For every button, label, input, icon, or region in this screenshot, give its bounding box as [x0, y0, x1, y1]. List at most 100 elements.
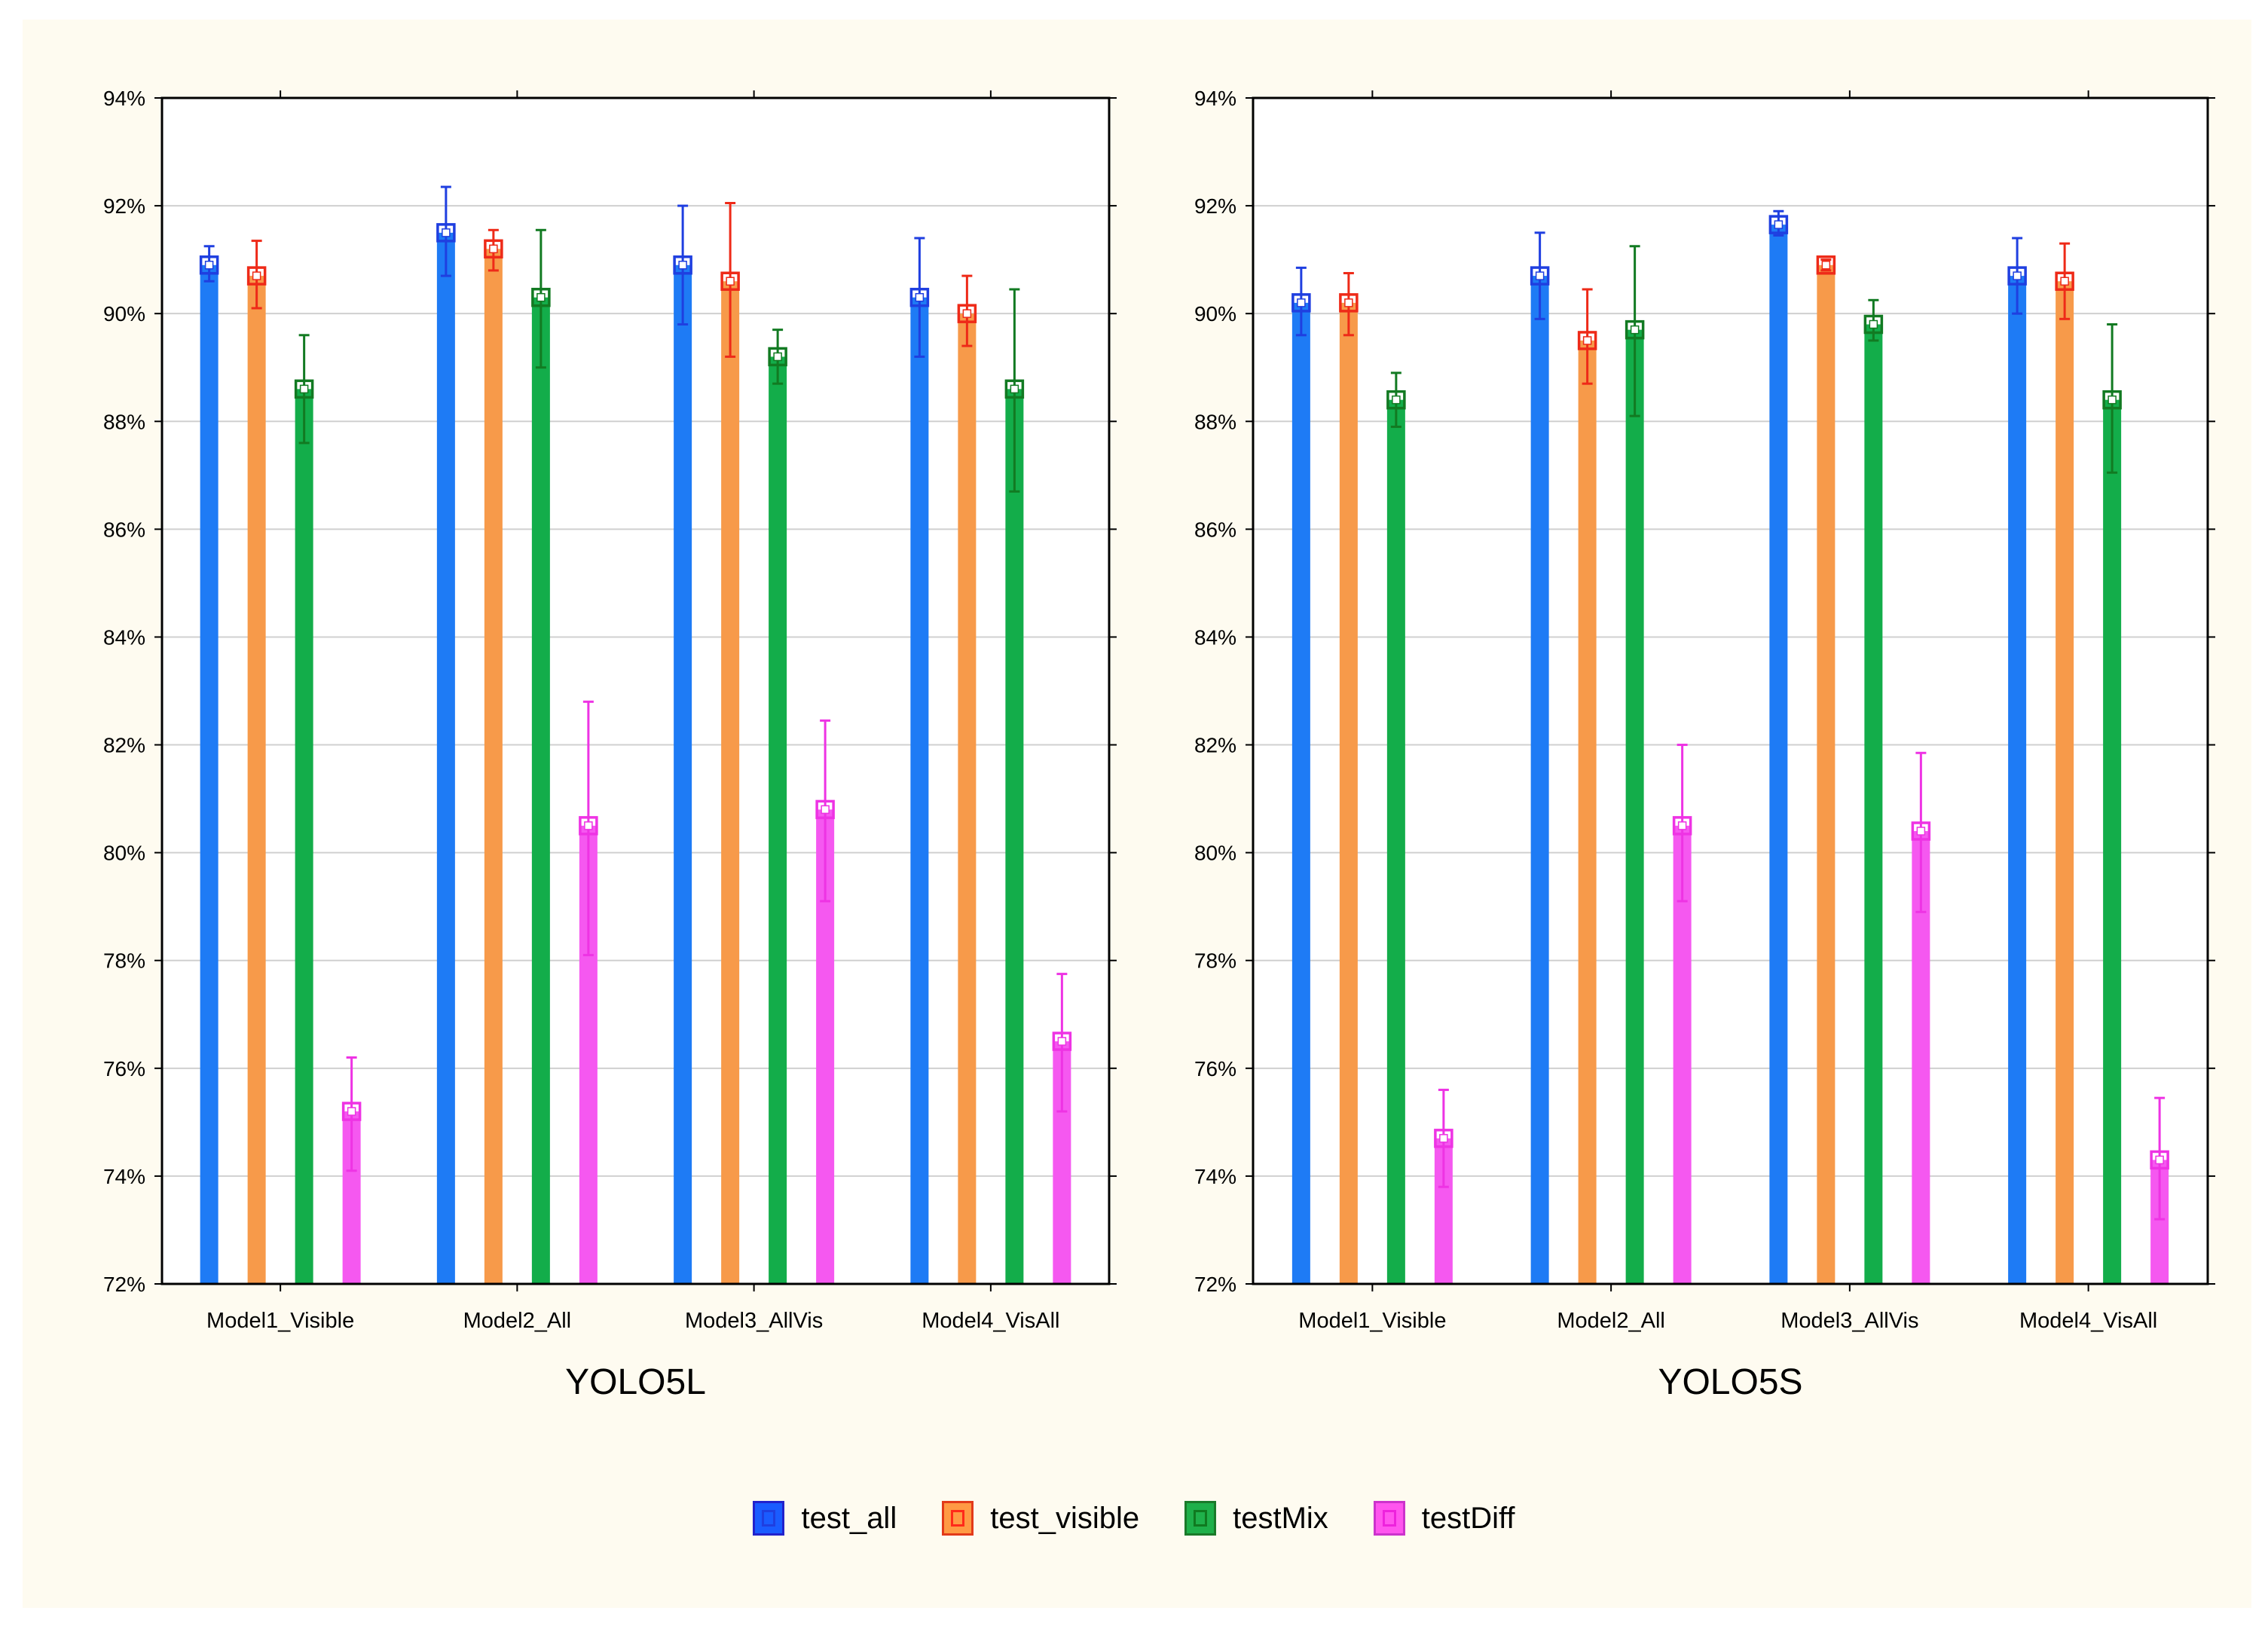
mean-marker-testMix [2102, 390, 2122, 410]
plot-frame-2 [1252, 96, 2209, 1285]
x-tick-label: Model1_Visible [1298, 1309, 1446, 1333]
mean-marker-inner [678, 261, 687, 270]
mean-marker-testDiff [579, 816, 598, 836]
mean-marker-testMix [1863, 314, 1884, 335]
bar-testMix [2103, 399, 2122, 1284]
mean-marker-inner [2060, 277, 2069, 286]
y-tick-label: 92% [1194, 194, 1236, 218]
mean-marker-testDiff [1911, 821, 1931, 841]
bar-test_visible [721, 281, 740, 1285]
mean-marker-testDiff [815, 799, 835, 820]
legend-item-test-visible[interactable]: test_visible [942, 1501, 1139, 1536]
mean-marker-inner [1297, 298, 1306, 307]
y-tick-label: 88% [103, 410, 145, 433]
mean-marker-test_visible [484, 239, 503, 259]
chart-title-1: YOLO5L [565, 1362, 706, 1402]
bar-test_visible [1817, 264, 1835, 1285]
bar-test_all [200, 264, 219, 1285]
legend-swatch-testmix [1184, 1501, 1217, 1536]
bar-test_visible [1578, 340, 1597, 1284]
legend-swatch-test-visible [942, 1501, 974, 1536]
mean-marker-inner [1916, 827, 1926, 836]
chart-title-2: YOLO5S [1658, 1362, 1802, 1402]
bar-testMix [1386, 399, 1405, 1284]
bar-test_all [2008, 276, 2027, 1285]
mean-marker-test_visible [2055, 271, 2074, 292]
x-tick-label: Model3_AllVis [1780, 1309, 1918, 1333]
y-tick-label: 76% [103, 1057, 145, 1080]
bar-testMix [1864, 324, 1883, 1284]
legend-label-test-all: test_all [801, 1501, 897, 1535]
mean-marker-inner [1535, 271, 1545, 280]
mean-marker-inner [821, 805, 830, 814]
mean-marker-inner [1057, 1037, 1067, 1046]
mean-marker-testMix [531, 287, 551, 307]
y-tick-label: 72% [1194, 1273, 1236, 1296]
mean-marker-inner [915, 292, 925, 302]
mean-marker-test_all [673, 255, 692, 275]
mean-marker-inner [2013, 271, 2022, 280]
mean-marker-test_visible [957, 304, 977, 323]
mean-marker-testMix [1625, 319, 1645, 340]
x-tick-label: Model2_All [463, 1309, 571, 1333]
bar-test_visible [247, 276, 266, 1285]
mean-marker-inner [204, 261, 214, 270]
mean-marker-testDiff [1434, 1129, 1453, 1148]
x-tick-label: Model2_All [1557, 1309, 1664, 1333]
legend-item-testmix[interactable]: testMix [1184, 1501, 1328, 1536]
mean-marker-inner [726, 277, 735, 286]
x-tick-label: Model4_VisAll [2019, 1309, 2157, 1333]
y-tick-label: 86% [1194, 518, 1236, 541]
mean-marker-test_all [199, 255, 219, 275]
bar-test_all [674, 264, 692, 1285]
legend-label-test-visible: test_visible [990, 1501, 1140, 1535]
y-tick-label: 72% [103, 1273, 145, 1296]
mean-marker-inner [1774, 220, 1784, 229]
mean-marker-inner [536, 292, 546, 302]
y-tick-label: 80% [103, 842, 145, 865]
mean-marker-inner [584, 821, 593, 830]
plot-area-1 [162, 98, 1109, 1284]
bar-test_visible [2056, 281, 2074, 1285]
mean-marker-testDiff [1052, 1031, 1072, 1051]
bar-test_all [436, 232, 455, 1284]
y-tick-label: 82% [103, 734, 145, 757]
mean-marker-test_visible [1816, 255, 1836, 275]
legend-item-test-all[interactable]: test_all [753, 1501, 897, 1536]
y-tick-label: 78% [1194, 949, 1236, 973]
bar-testMix [769, 356, 787, 1284]
x-tick-label: Model1_Visible [206, 1309, 354, 1333]
mean-marker-inner [442, 228, 451, 237]
bar-test_all [910, 297, 929, 1285]
mean-marker-test_visible [720, 271, 740, 292]
mean-marker-inner [489, 244, 498, 254]
y-tick-label: 92% [103, 194, 145, 218]
mean-marker-test_all [2007, 266, 2027, 286]
mean-marker-testDiff [2150, 1150, 2169, 1170]
mean-marker-test_all [909, 287, 930, 307]
y-tick-label: 94% [1194, 87, 1236, 110]
mean-marker-testMix [768, 347, 787, 367]
y-tick-label: 82% [1194, 734, 1236, 757]
mean-marker-test_visible [1577, 331, 1597, 350]
y-tick-label: 84% [103, 625, 145, 649]
mean-marker-testDiff [1672, 816, 1692, 836]
y-tick-label: 94% [103, 87, 145, 110]
bar-testMix [1005, 389, 1024, 1284]
mean-marker-inner [1344, 298, 1353, 307]
legend-item-testdiff[interactable]: testDiff [1373, 1501, 1515, 1536]
legend-label-testdiff: testDiff [1421, 1501, 1515, 1535]
mean-marker-test_all [436, 223, 456, 243]
mean-marker-inner [1010, 384, 1019, 394]
mean-marker-testDiff [341, 1102, 362, 1121]
legend-swatch-test-all [753, 1501, 785, 1536]
mean-marker-inner [1439, 1134, 1448, 1143]
y-tick-label: 74% [1194, 1165, 1236, 1188]
mean-marker-inner [2108, 395, 2117, 405]
bar-test_all [1291, 302, 1310, 1284]
mean-marker-inner [1677, 821, 1687, 830]
legend-swatch-testdiff [1373, 1501, 1405, 1536]
mean-marker-inner [1582, 336, 1592, 345]
mean-marker-test_all [1530, 266, 1550, 286]
